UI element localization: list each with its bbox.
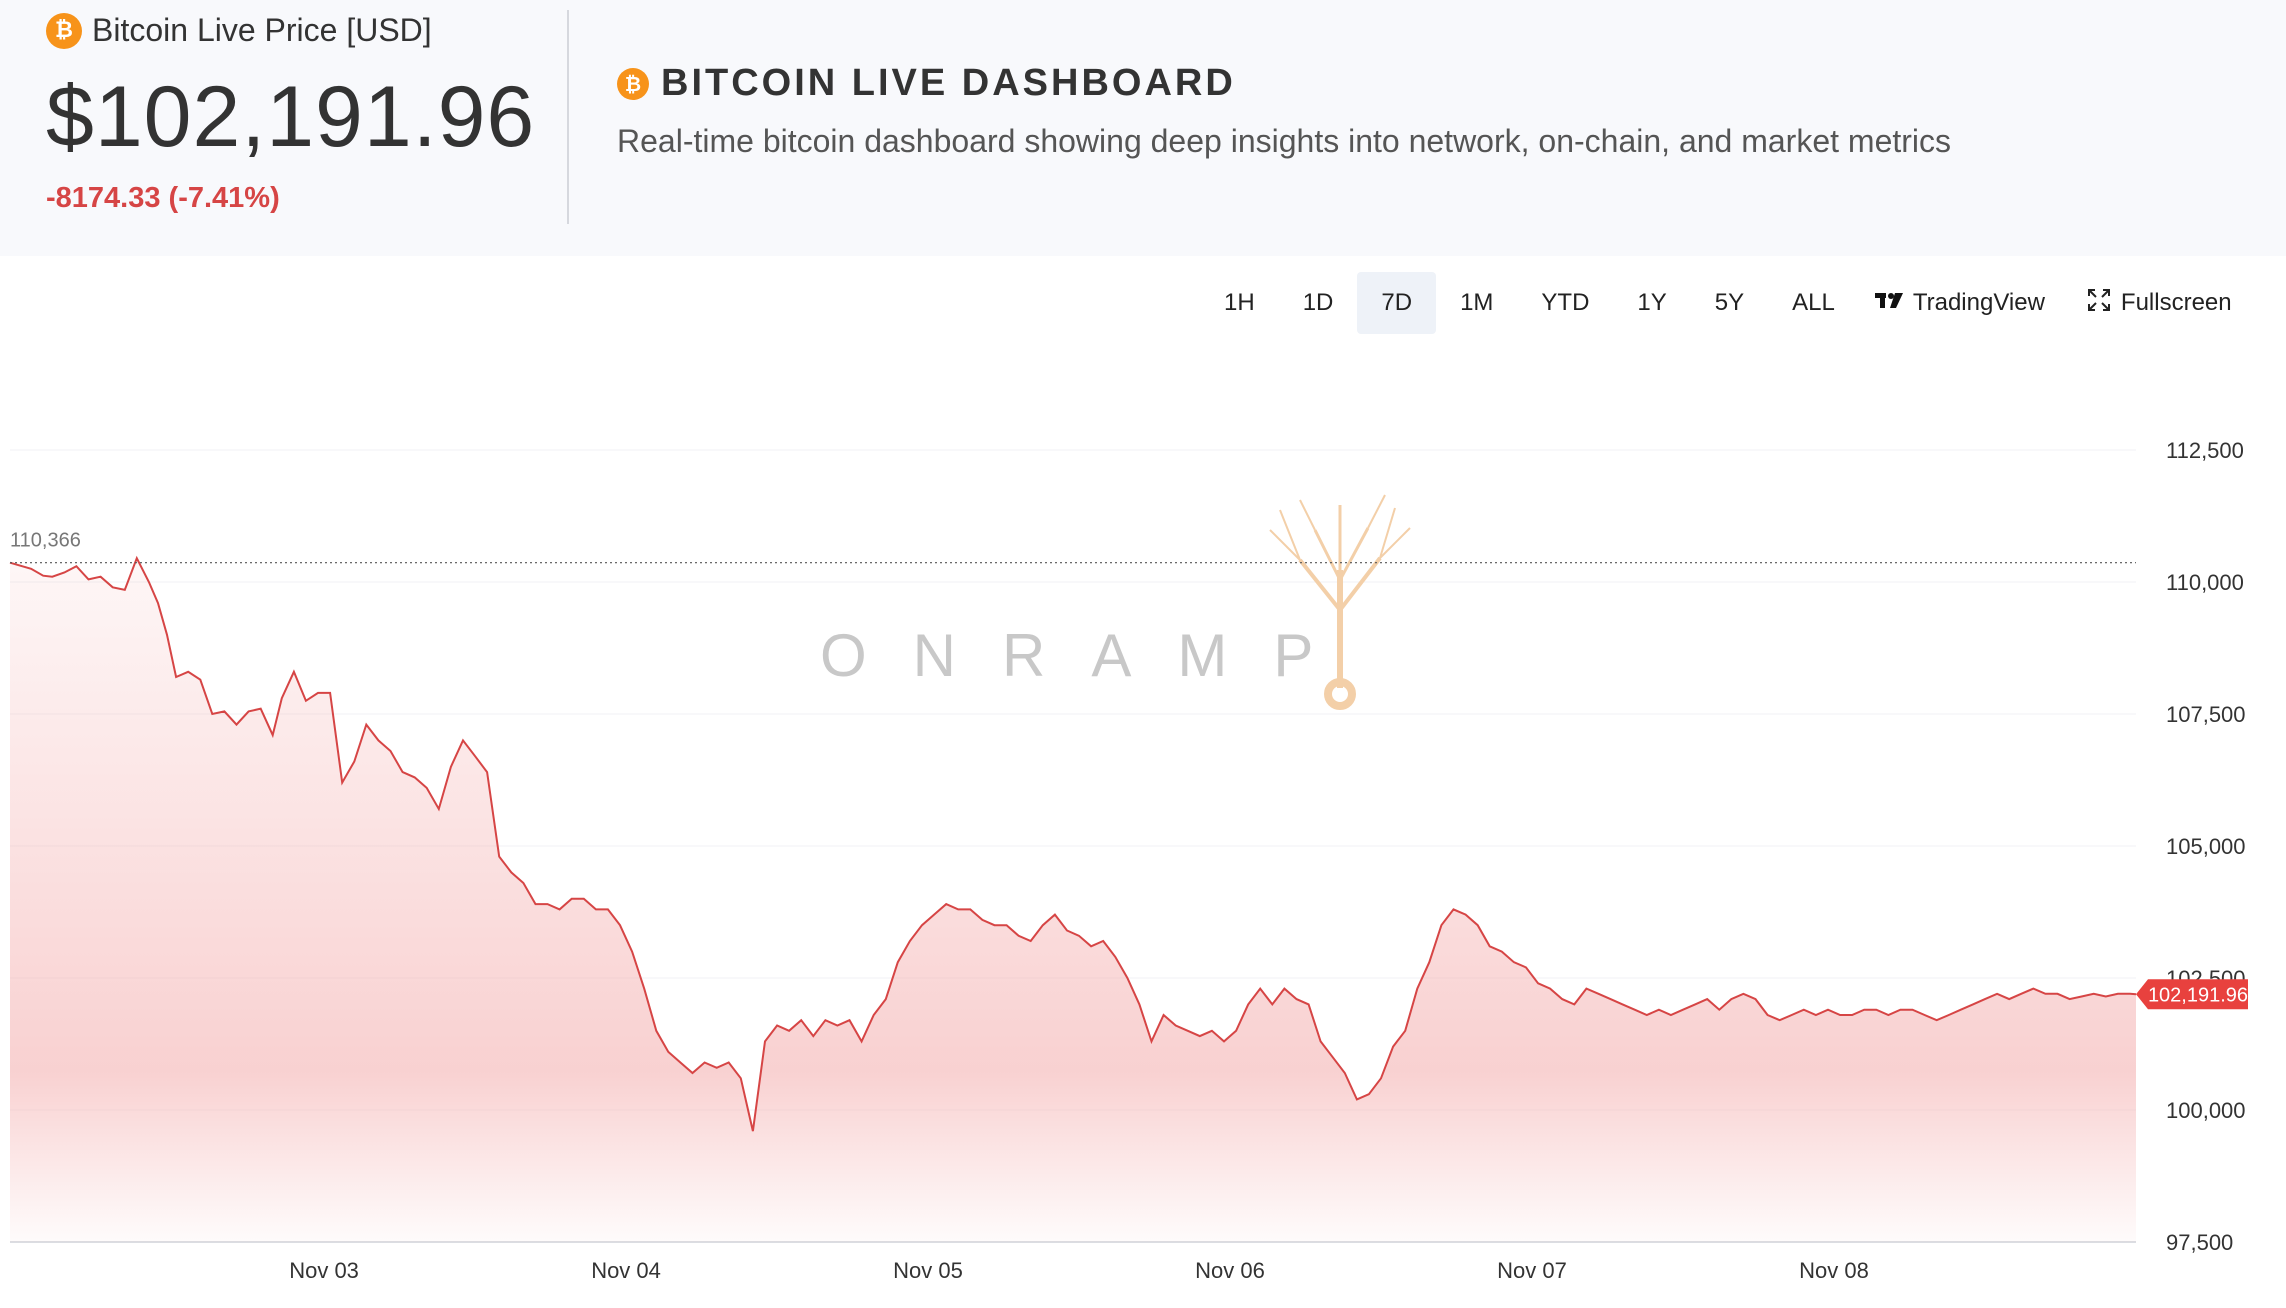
watermark-branch — [1313, 529, 1342, 581]
live-price: $102,191.96 — [46, 69, 536, 165]
x-tick-label: Nov 05 — [893, 1258, 963, 1283]
watermark-branch — [1367, 494, 1386, 529]
y-tick-label: 100,000 — [2166, 1098, 2246, 1123]
price-title: Bitcoin Live Price [USD] — [92, 12, 432, 48]
watermark-branch — [1379, 507, 1396, 559]
price-title-row: ₿ Bitcoin Live Price [USD] — [46, 12, 432, 49]
range-1m-button[interactable]: 1M — [1460, 289, 1494, 316]
watermark-tree-icon — [1269, 494, 1411, 710]
header-divider — [567, 10, 569, 224]
dashboard-title: BITCOIN LIVE DASHBOARD — [661, 62, 1236, 104]
tradingview-logo-icon — [1874, 288, 1905, 318]
range-1d-button[interactable]: 1D — [1302, 289, 1334, 316]
x-tick-label: Nov 06 — [1195, 1258, 1265, 1283]
range-1y-button[interactable]: 1Y — [1637, 289, 1667, 316]
y-tick-label: 97,500 — [2166, 1230, 2233, 1255]
fullscreen-button[interactable]: Fullscreen — [2087, 288, 2232, 319]
watermark-branch — [1338, 556, 1382, 612]
dashboard-header: ₿ Bitcoin Live Price [USD] $102,191.96 -… — [0, 0, 2286, 256]
watermark-ring — [1324, 678, 1356, 710]
x-tick-label: Nov 04 — [591, 1258, 661, 1283]
x-tick-label: Nov 03 — [289, 1258, 359, 1283]
y-tick-label: 110,000 — [2166, 570, 2244, 595]
bitcoin-logo-icon: ₿ — [617, 67, 649, 100]
fullscreen-expand-icon — [2087, 288, 2111, 319]
range-7d-button[interactable]: 7D — [1357, 272, 1437, 334]
last-price-label: 102,191.96 — [2148, 984, 2248, 1006]
dashboard-title-row: ₿ BITCOIN LIVE DASHBOARD — [617, 62, 1951, 105]
dashboard-subtitle: Real-time bitcoin dashboard showing deep… — [617, 123, 1952, 159]
range-ytd-button[interactable]: YTD — [1541, 289, 1590, 316]
range-1h-button[interactable]: 1H — [1224, 289, 1255, 316]
dashboard-title-block: ₿ BITCOIN LIVE DASHBOARD Real-time bitco… — [617, 62, 1951, 160]
watermark-branch — [1269, 529, 1301, 561]
bitcoin-logo-icon: ₿ — [46, 12, 82, 49]
fullscreen-label: Fullscreen — [2120, 289, 2232, 316]
x-tick-label: Nov 08 — [1799, 1258, 1869, 1283]
watermark-branch — [1299, 499, 1316, 531]
watermark-branch — [1379, 527, 1411, 559]
price-area-fill — [10, 558, 2136, 1242]
y-tick-label: 107,500 — [2166, 702, 2246, 727]
y-tick-label: 112,500 — [2166, 438, 2244, 463]
x-tick-label: Nov 07 — [1497, 1258, 1567, 1283]
price-chart[interactable]: ONRAMP 110,366 112,500 110,000 107,500 105,00… — [0, 380, 2286, 1308]
price-widget: ₿ Bitcoin Live Price [USD] $102,191.96 -… — [46, 0, 566, 256]
tradingview-label: TradingView — [1912, 289, 2045, 316]
price-change: -8174.33 (-7.41%) — [46, 182, 280, 214]
watermark-branch — [1338, 527, 1370, 581]
chart-toolbar: 1H 1D 7D 1M YTD 1Y 5Y ALL TradingView Fu… — [1200, 272, 2232, 334]
watermark-branch — [1279, 509, 1301, 561]
watermark-text: ONRAMP — [820, 622, 1359, 689]
range-5y-button[interactable]: 5Y — [1714, 289, 1745, 316]
range-all-button[interactable]: ALL — [1792, 289, 1835, 316]
start-price-label: 110,366 — [10, 530, 81, 552]
tradingview-link[interactable]: TradingView — [1874, 288, 2045, 318]
last-price-tag — [2136, 979, 2248, 1010]
y-tick-label: 105,000 — [2166, 834, 2246, 859]
price-line — [9, 555, 2137, 1132]
watermark-branch — [1298, 558, 1342, 612]
